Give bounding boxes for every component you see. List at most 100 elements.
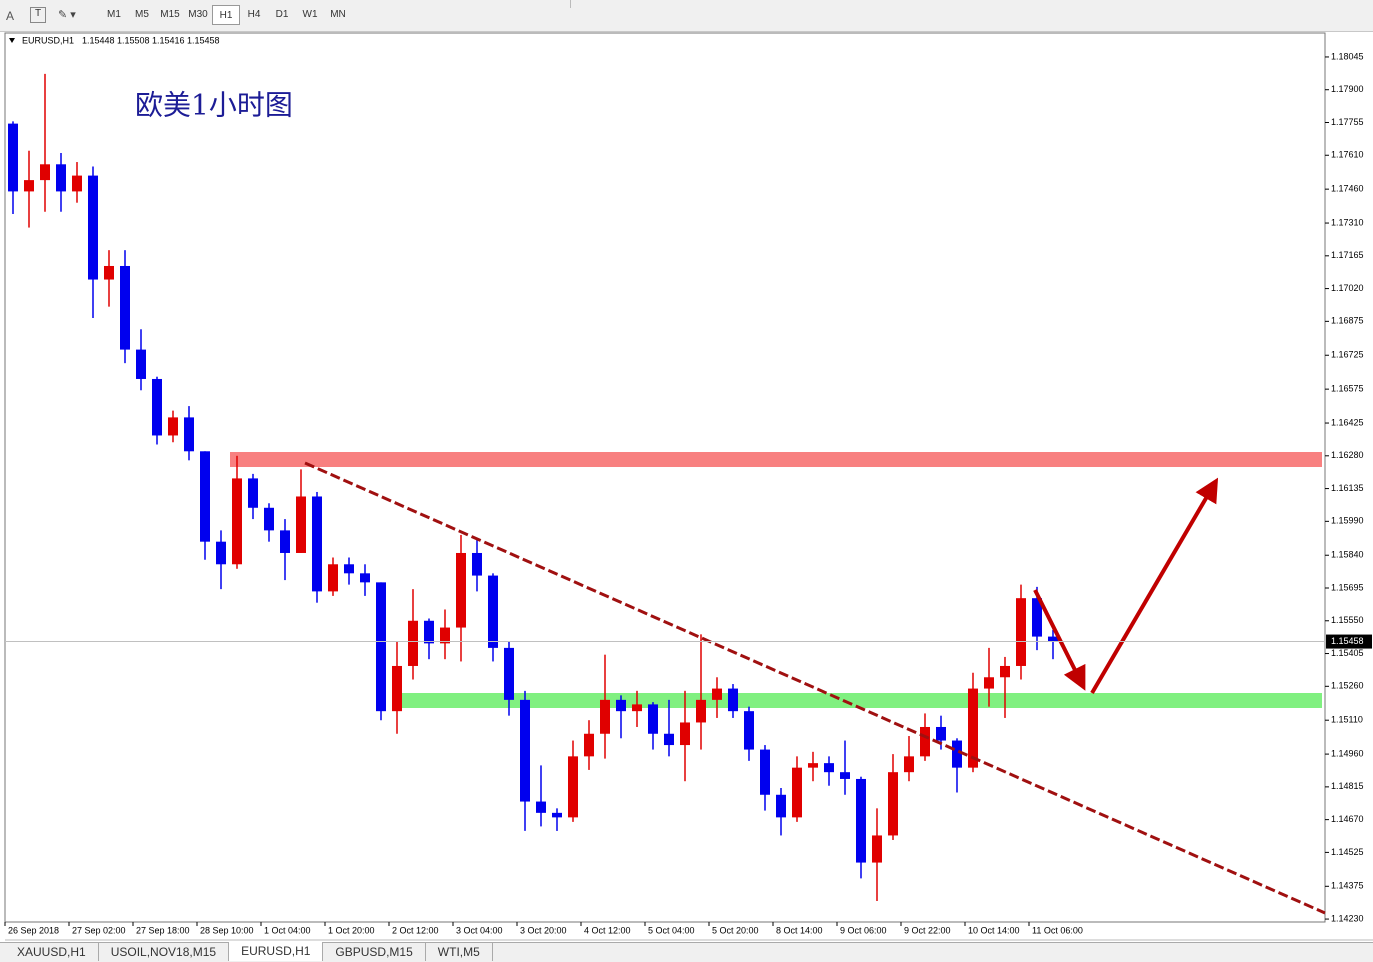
chart-tab[interactable]: XAUUSD,H1 <box>5 943 99 961</box>
candle-body <box>136 349 146 379</box>
ohlc-close: 1.15458 <box>187 35 220 45</box>
y-tick-label: 1.17900 <box>1331 84 1364 94</box>
y-tick-label: 1.16425 <box>1331 417 1364 427</box>
candle-body <box>424 620 434 644</box>
candle-body <box>872 835 882 863</box>
candle-body <box>968 688 978 768</box>
down-arrow <box>1033 589 1086 691</box>
y-tick-label: 1.16280 <box>1331 450 1364 460</box>
y-tick-label: 1.17610 <box>1331 150 1364 160</box>
candle-body <box>728 688 738 712</box>
candle-body <box>568 756 578 818</box>
timeframe-button[interactable]: M1 <box>107 9 121 20</box>
timeframe-button[interactable]: H4 <box>247 9 261 20</box>
candle-body <box>808 763 818 768</box>
chart-tab[interactable]: GBPUSD,M15 <box>323 943 426 961</box>
candle-body <box>328 564 338 592</box>
current-price-box <box>1326 634 1372 649</box>
chart-tab[interactable]: USOIL,NOV18,M15 <box>99 943 230 961</box>
chart-title: 欧美1小时图 <box>135 89 293 122</box>
y-tick-label: 1.17310 <box>1331 217 1364 227</box>
y-tick-label: 1.15990 <box>1331 516 1364 526</box>
candle-body <box>472 552 482 576</box>
candle-body <box>760 749 770 795</box>
candle-body <box>1048 636 1058 642</box>
candle-body <box>184 417 194 452</box>
y-tick-label: 1.15405 <box>1331 648 1364 658</box>
y-tick-label: 1.14525 <box>1331 847 1364 857</box>
y-tick-label: 1.14960 <box>1331 748 1364 758</box>
candle-body <box>584 733 594 757</box>
x-tick-label: 9 Oct 22:00 <box>904 925 951 935</box>
candle-body <box>120 265 130 350</box>
y-tick-label: 1.17165 <box>1331 250 1364 260</box>
candle-body <box>200 451 210 542</box>
y-tick-label: 1.15110 <box>1331 715 1363 725</box>
plot-frame <box>4 32 1326 923</box>
candle-body <box>488 575 498 648</box>
timeframe-button[interactable]: M15 <box>160 9 180 20</box>
candle-body <box>24 180 34 192</box>
x-tick-label: 5 Oct 04:00 <box>648 925 695 935</box>
x-tick-label: 3 Oct 20:00 <box>520 925 567 935</box>
y-tick-label: 1.16725 <box>1331 350 1364 360</box>
candle-body <box>296 496 306 553</box>
candle-body <box>904 756 914 773</box>
x-tick-label: 27 Sep 02:00 <box>72 925 126 935</box>
candle-body <box>552 812 562 818</box>
x-tick-label: 27 Sep 18:00 <box>136 925 190 935</box>
candle-body <box>520 699 530 802</box>
x-tick-label: 9 Oct 06:00 <box>840 925 887 935</box>
resistance-zone <box>230 452 1322 467</box>
candle-body <box>1000 665 1010 678</box>
text-tool[interactable]: T <box>30 7 46 23</box>
trend-line <box>304 461 1326 915</box>
chart-tab[interactable]: WTI,M5 <box>426 943 493 961</box>
candle-body <box>536 801 546 813</box>
x-tick-label: 4 Oct 12:00 <box>584 925 631 935</box>
current-price-label: 1.15458 <box>1331 636 1364 646</box>
timeframe-button[interactable]: M5 <box>135 9 149 20</box>
ohlc-low: 1.15416 <box>152 35 185 45</box>
candle-body <box>984 677 994 689</box>
timeframe-button[interactable]: W1 <box>302 9 318 20</box>
candle-body <box>280 530 290 553</box>
y-tick-label: 1.17020 <box>1331 283 1364 293</box>
toolbar: A T ✎ ▾ M1 M5 M15 M30 H1 H4 D1 W1 MN <box>0 0 1373 32</box>
x-tick-label: 5 Oct 20:00 <box>712 925 759 935</box>
font-button[interactable]: A <box>6 9 15 23</box>
candle-body <box>824 763 834 773</box>
x-tick-label: 11 Oct 06:00 <box>1032 925 1083 935</box>
y-tick-label: 1.16875 <box>1331 316 1364 326</box>
y-tick-label: 1.15260 <box>1331 681 1364 691</box>
candle-body <box>456 552 466 628</box>
candle-body <box>936 726 946 741</box>
y-tick-label: 1.16575 <box>1331 384 1364 394</box>
timeframe-button[interactable]: M30 <box>188 9 208 20</box>
candle-body <box>360 573 370 583</box>
chart-tab[interactable]: EURUSD,H1 <box>229 942 324 961</box>
timeframes: M1 M5 M15 M30 H1 H4 D1 W1 MN <box>100 5 352 25</box>
y-tick-label: 1.18045 <box>1331 51 1364 61</box>
candle-body <box>88 175 98 280</box>
candle-body <box>600 699 610 734</box>
timeframe-button[interactable]: H1 <box>212 5 240 25</box>
candle-body <box>792 767 802 818</box>
timeframe-button[interactable]: D1 <box>275 9 289 20</box>
timeframe-button[interactable]: MN <box>330 9 346 20</box>
candle-body <box>696 699 706 723</box>
candle-body <box>856 778 866 863</box>
x-tick-label: 2 Oct 12:00 <box>392 925 439 935</box>
candle-body <box>392 665 402 712</box>
candle-body <box>40 164 50 181</box>
candle-body <box>504 647 514 700</box>
candle-body <box>312 496 322 592</box>
tool-menu[interactable]: ✎ ▾ <box>58 9 76 21</box>
candle-body <box>744 711 754 750</box>
candle-body <box>648 704 658 734</box>
ohlc-open: 1.15448 <box>82 35 115 45</box>
ohlc-high: 1.15508 <box>117 35 150 45</box>
candle-body <box>1016 598 1026 666</box>
candle-body <box>408 620 418 666</box>
y-tick-label: 1.16135 <box>1331 483 1364 493</box>
